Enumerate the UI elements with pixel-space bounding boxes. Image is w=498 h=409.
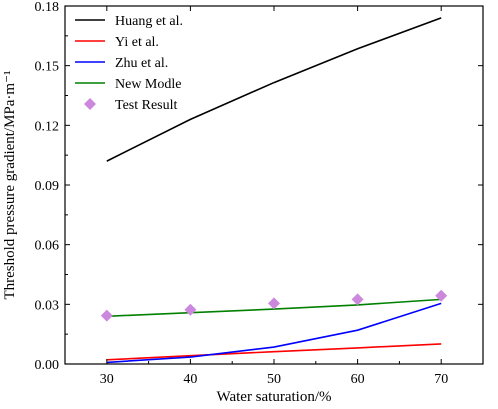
- y-tick-label: 0.03: [35, 298, 60, 313]
- series-4: [100, 289, 448, 322]
- y-axis-label: Threshold pressure gradient/MPa·m⁻¹: [2, 70, 18, 299]
- y-tick-label: 0.12: [35, 119, 60, 134]
- x-tick-label: 50: [267, 372, 281, 387]
- x-tick-label: 60: [351, 372, 365, 387]
- legend: Huang et al. Yi et al. Zhu et al. New Modle…: [75, 14, 183, 113]
- y-tick-label: 0.18: [35, 0, 60, 15]
- y-tick-label: 0.15: [35, 60, 60, 75]
- legend-label: Yi et al.: [115, 35, 159, 50]
- data-point: [100, 309, 113, 322]
- series-0: [106, 17, 442, 162]
- legend-label: Test Result: [115, 98, 178, 113]
- legend-label: Zhu et al.: [115, 56, 168, 71]
- legend-label: New Modle: [115, 77, 182, 92]
- data-point: [435, 289, 448, 302]
- y-tick-label: 0.06: [35, 239, 60, 254]
- series-layer: [100, 17, 448, 364]
- y-tick-label: 0.00: [35, 358, 60, 373]
- legend-swatch: [84, 98, 96, 110]
- data-point: [184, 303, 197, 316]
- ticks-layer: 30 40 50 60 70 0.00 0.03 0.06 0.09 0.12 0.15 0.18: [35, 0, 483, 387]
- series-line: [106, 343, 442, 361]
- y-tick-label: 0.09: [35, 179, 60, 194]
- x-tick-label: 70: [434, 372, 448, 387]
- series-1: [106, 343, 442, 361]
- data-point: [268, 297, 280, 310]
- legend-label: Huang et al.: [115, 14, 183, 29]
- x-tick-label: 40: [183, 372, 197, 387]
- series-line: [106, 302, 442, 364]
- series-2: [106, 302, 442, 364]
- data-point: [351, 293, 364, 306]
- series-line: [106, 17, 442, 162]
- x-axis-label: Water saturation/%: [217, 389, 332, 405]
- x-tick-label: 30: [100, 372, 114, 387]
